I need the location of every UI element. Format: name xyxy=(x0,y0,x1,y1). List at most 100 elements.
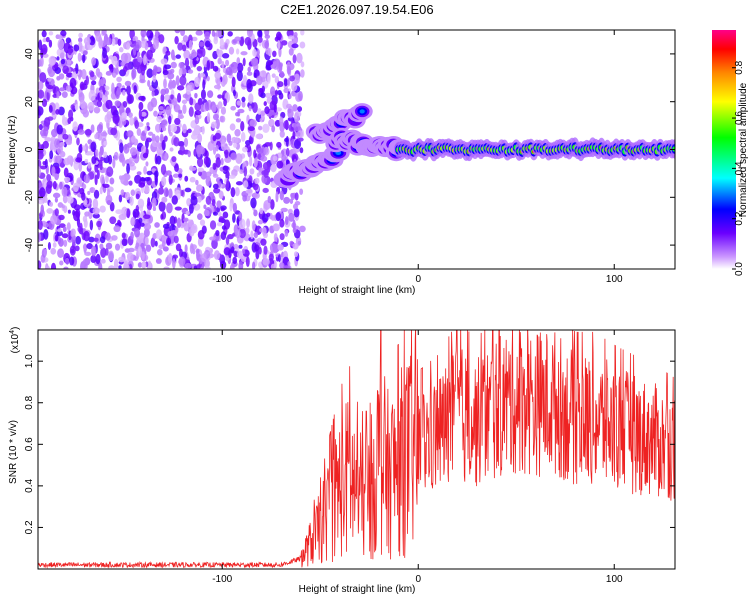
noise-cell xyxy=(252,182,259,191)
noise-cell xyxy=(239,169,244,175)
noise-cell xyxy=(65,37,72,44)
noise-cell xyxy=(174,163,179,173)
noise-cell xyxy=(56,124,63,135)
noise-cell xyxy=(39,187,46,198)
noise-cell xyxy=(121,156,126,167)
noise-cell xyxy=(297,106,303,112)
noise-cell xyxy=(44,137,52,142)
noise-cell xyxy=(154,222,160,228)
noise-cell xyxy=(160,213,164,220)
noise-cell xyxy=(155,155,162,165)
noise-cell xyxy=(84,251,92,257)
noise-cell xyxy=(128,247,135,253)
noise-cell xyxy=(76,217,81,228)
noise-cell xyxy=(243,180,249,189)
noise-cell xyxy=(122,212,127,220)
noise-cell xyxy=(156,249,163,256)
noise-cell xyxy=(181,99,188,104)
noise-cell xyxy=(137,198,145,209)
noise-cell xyxy=(76,137,80,146)
spectrogram-heatmap xyxy=(38,30,675,269)
noise-cell xyxy=(283,78,288,87)
noise-cell xyxy=(119,47,124,53)
noise-cell xyxy=(47,241,51,250)
noise-cell xyxy=(45,36,50,43)
noise-cell xyxy=(78,32,84,38)
noise-cell xyxy=(164,94,170,101)
noise-cell xyxy=(189,57,194,69)
noise-cell xyxy=(238,211,243,221)
colorbar-tick-label: 0.2 xyxy=(734,211,745,225)
noise-cell xyxy=(220,157,224,166)
noise-cell xyxy=(224,42,228,50)
noise-cell xyxy=(54,66,62,75)
noise-cell xyxy=(215,144,219,152)
noise-cell xyxy=(55,34,63,40)
noise-cell xyxy=(288,93,292,100)
noise-cell xyxy=(218,216,225,223)
noise-cell xyxy=(137,56,143,63)
noise-cell xyxy=(152,39,159,50)
noise-cell xyxy=(158,106,164,111)
noise-cell xyxy=(256,172,260,177)
noise-cell xyxy=(100,258,106,264)
noise-cell xyxy=(194,110,202,116)
noise-cell xyxy=(234,128,241,137)
noise-cell xyxy=(130,189,136,197)
noise-cell xyxy=(105,247,109,256)
noise-cell xyxy=(70,230,74,237)
noise-cell xyxy=(61,233,69,239)
noise-cell xyxy=(299,147,304,154)
noise-cell xyxy=(109,216,117,225)
noise-cell xyxy=(238,244,243,249)
noise-cell xyxy=(185,84,191,95)
noise-cell xyxy=(152,206,157,212)
noise-cell xyxy=(70,104,75,111)
noise-cell xyxy=(251,220,256,231)
noise-cell xyxy=(47,116,54,121)
noise-cell xyxy=(193,129,199,135)
signal-cell xyxy=(359,109,365,114)
noise-cell xyxy=(96,220,102,228)
noise-cell xyxy=(254,244,260,252)
noise-cell xyxy=(257,36,263,43)
noise-cell xyxy=(154,170,159,178)
snr-y-multiplier: (x104) xyxy=(9,327,21,354)
noise-cell xyxy=(142,152,149,159)
noise-cell xyxy=(91,245,97,257)
noise-cell xyxy=(42,53,49,58)
noise-cell xyxy=(62,114,66,123)
noise-cell xyxy=(262,258,270,266)
noise-cell xyxy=(170,61,177,69)
noise-cell xyxy=(213,36,219,45)
noise-cell xyxy=(168,188,173,199)
noise-cell xyxy=(149,32,154,39)
noise-cell xyxy=(54,208,59,216)
noise-cell xyxy=(256,75,263,86)
y-tick-label: 40 xyxy=(24,48,35,60)
noise-cell xyxy=(235,153,243,165)
noise-cell xyxy=(183,49,191,60)
noise-cell xyxy=(46,180,53,189)
noise-cell xyxy=(105,232,111,241)
noise-cell xyxy=(152,75,157,83)
noise-cell xyxy=(43,248,47,257)
noise-cell xyxy=(43,229,49,240)
noise-cell xyxy=(271,73,276,78)
noise-cell xyxy=(140,111,147,117)
noise-cell xyxy=(117,38,122,46)
noise-cell xyxy=(59,151,66,158)
noise-cell xyxy=(251,57,259,64)
noise-cell xyxy=(172,173,180,178)
x-tick-label: -100 xyxy=(212,574,232,585)
noise-cell xyxy=(193,265,197,269)
noise-cell xyxy=(38,166,41,177)
noise-cell xyxy=(170,94,174,100)
noise-cell xyxy=(213,84,222,90)
noise-cell xyxy=(229,202,233,212)
noise-cell xyxy=(160,119,168,126)
noise-cell xyxy=(173,235,179,244)
noise-cell xyxy=(155,229,163,240)
noise-cell xyxy=(222,165,229,171)
noise-cell xyxy=(132,45,137,56)
